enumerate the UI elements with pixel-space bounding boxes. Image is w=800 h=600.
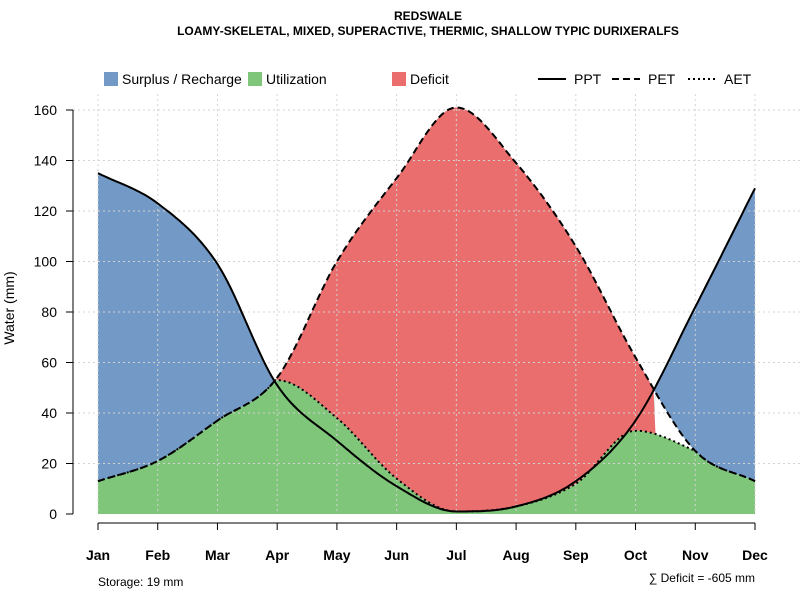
legend-swatch-deficit <box>392 72 406 86</box>
line-layer <box>97 106 756 513</box>
y-tick-label: 0 <box>49 506 57 522</box>
area-deficit <box>98 107 755 512</box>
storage-note: Storage: 19 mm <box>98 575 183 589</box>
legend-label-deficit: Deficit <box>410 71 449 87</box>
series-line-pet <box>97 106 756 483</box>
y-tick-label: 80 <box>41 304 57 320</box>
x-tick-label: Sep <box>563 547 589 563</box>
legend-label-pet: PET <box>648 71 676 87</box>
axes: 0 20 40 60 80 100 120 140 160 Jan Feb Mar Apr May Jun J… <box>34 102 768 563</box>
legend-label-aet: AET <box>724 71 752 87</box>
x-tick-label: Jun <box>384 547 409 563</box>
area-utilization <box>98 380 755 514</box>
legend-label-utilization: Utilization <box>266 71 327 87</box>
series-line-aet <box>97 379 756 513</box>
deficit-note: ∑ Deficit = -605 mm <box>649 571 755 585</box>
y-tick-label: 140 <box>34 153 58 169</box>
x-tick-label: May <box>323 547 350 563</box>
x-tick-label: Nov <box>682 547 709 563</box>
chart-title: REDSWALE <box>394 9 462 23</box>
x-tick-label: Feb <box>145 547 170 563</box>
y-tick-label: 120 <box>34 203 58 219</box>
y-axis-label: Water (mm) <box>1 271 17 344</box>
x-tick-label: Dec <box>742 547 768 563</box>
y-tick-label: 40 <box>41 405 57 421</box>
chart-subtitle: LOAMY-SKELETAL, MIXED, SUPERACTIVE, THER… <box>177 24 679 38</box>
y-tick-label: 20 <box>41 456 57 472</box>
legend-label-ppt: PPT <box>574 71 602 87</box>
x-tick-label: Jan <box>86 547 110 563</box>
gridlines <box>73 94 800 514</box>
area-surplus-upper <box>98 173 755 512</box>
x-tick-label: Jul <box>446 547 466 563</box>
legend: Surplus / Recharge Utilization Deficit P… <box>104 71 752 87</box>
y-tick-label: 60 <box>41 355 57 371</box>
x-tick-label: Mar <box>205 547 230 563</box>
y-tick-label: 100 <box>34 254 58 270</box>
legend-swatch-surplus <box>104 72 118 86</box>
x-tick-label: Aug <box>502 547 529 563</box>
series-line-ppt <box>97 172 756 513</box>
legend-swatch-utilization <box>248 72 262 86</box>
x-tick-label: Oct <box>624 547 648 563</box>
y-tick-label: 160 <box>34 102 58 118</box>
legend-label-surplus: Surplus / Recharge <box>122 71 242 87</box>
x-tick-label: Apr <box>265 547 290 563</box>
area-layer <box>98 107 755 514</box>
